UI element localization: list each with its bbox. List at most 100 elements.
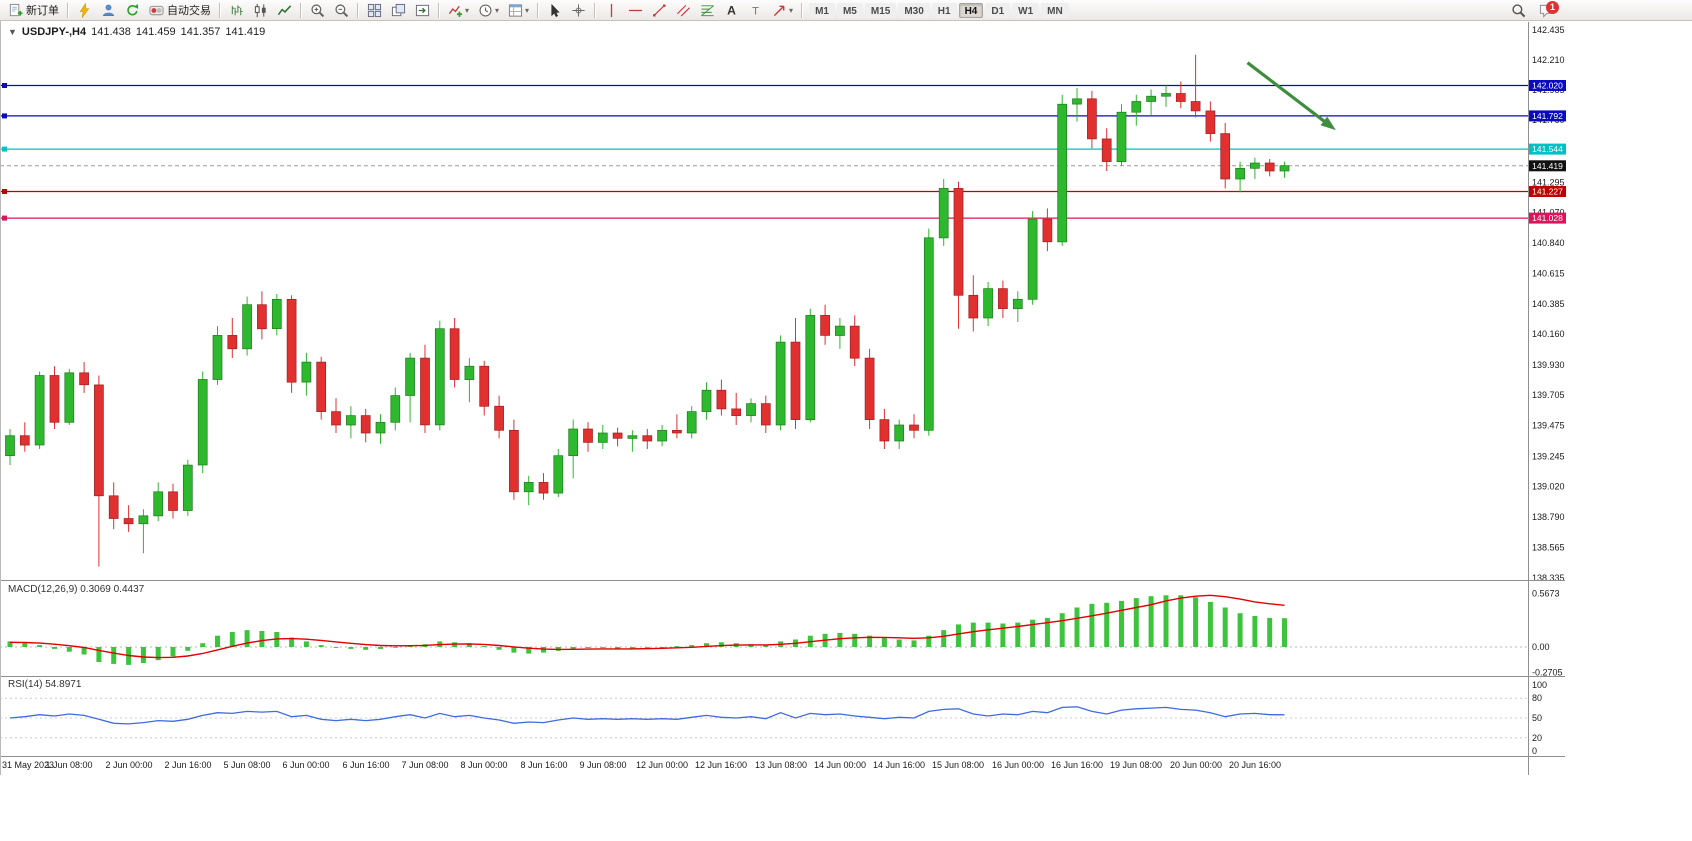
macd-panel-canvas[interactable]: 0.5673 0.00 -0.2705 [0,581,1565,677]
autotrade-icon [148,2,164,18]
line-anchor[interactable] [2,113,7,119]
time-axis-label: 6 Jun 16:00 [342,760,390,770]
macd-axis-tick: 0.5673 [1532,589,1560,599]
tile-windows-button[interactable] [362,1,386,20]
line-anchor[interactable] [2,83,7,88]
chart-shift-button[interactable] [410,1,434,20]
svg-text:141.792: 141.792 [1532,111,1563,121]
zoom-in-button[interactable] [305,1,329,20]
fibonacci-button[interactable] [695,1,719,20]
vline-icon [603,2,619,18]
templates-button[interactable]: ▾ [503,1,533,20]
price-badge-141.792[interactable]: 141.792 [1529,110,1566,122]
time-axis-label: 19 Jun 08:00 [1109,760,1163,770]
autotrading-label: 自动交易 [167,5,211,17]
line-anchor[interactable] [2,189,7,194]
svg-text:A: A [727,3,736,17]
current-price-badge[interactable]: 141.419 [1529,160,1566,172]
periods-button[interactable]: ▾ [473,1,503,20]
price-axis-tick: 142.210 [1532,55,1565,65]
main-toolbar: 新订单 自动交易 ▾ ▾ ▾ A T ▾ M1 M5 M15 M30 H1 H4 D1 W1 MN 1 [0,0,1692,21]
time-axis-label: 31 May 2023 [2,760,55,770]
refresh-icon [124,2,140,18]
vertical-line-button[interactable] [599,1,623,20]
timeframe-H1-button[interactable]: H1 [931,2,957,18]
price-badge-141.028[interactable]: 141.028 [1529,212,1566,224]
window-left-border [0,21,1,775]
chart-candles-button[interactable] [248,1,272,20]
time-axis-label: 6 Jun 00:00 [282,760,330,770]
time-axis-label: 20 Jun 00:00 [1169,760,1223,770]
toolbar-separator [801,2,803,18]
panel-separator[interactable] [0,580,1565,581]
svg-text:141.419: 141.419 [1532,161,1563,171]
timeframe-M15-button[interactable]: M15 [864,2,897,18]
crosshair-button[interactable] [566,1,590,20]
autotrading-button[interactable]: 自动交易 [144,1,215,20]
chart-symbol-period: USDJPY-,H4 [21,26,87,38]
equidistant-channel-button[interactable] [671,1,695,20]
timeframe-MN-button[interactable]: MN [1041,2,1069,18]
timeframe-M1-button[interactable]: M1 [809,2,835,18]
time-axis-label: 13 Jun 08:00 [754,760,808,770]
toolbar-separator [219,2,220,18]
price-badge-141.227[interactable]: 141.227 [1529,186,1566,197]
price-axis-tick: 140.615 [1532,268,1565,278]
indicators-button[interactable]: ▾ [443,1,473,20]
time-axis-label: 8 Jun 16:00 [520,760,568,770]
chart-bars-icon [228,2,244,18]
zoom-out-button[interactable] [329,1,353,20]
price-axis-tick: 141.295 [1532,177,1565,187]
arrows-button[interactable]: ▾ [767,1,797,20]
price-badge-141.544[interactable]: 141.544 [1529,143,1566,155]
timeframe-H4-button[interactable]: H4 [958,2,984,18]
rsi-axis-tick: 80 [1532,693,1542,703]
profile-button[interactable] [96,1,120,20]
chart-bars-button[interactable] [224,1,248,20]
time-axis-label: 5 Jun 08:00 [223,760,271,770]
cursor-button[interactable] [542,1,566,20]
doc-plus-icon [7,2,23,18]
time-axis-label: 16 Jun 00:00 [991,760,1045,770]
dropdown-caret-icon: ▾ [525,5,530,15]
hline-icon [627,2,643,18]
new-order-button[interactable]: 新订单 [3,1,63,20]
trend-arrow-annotation[interactable] [1246,61,1336,131]
ohlc-toggle-icon[interactable]: ▼ [8,27,17,37]
dropdown-caret-icon: ▾ [465,5,470,15]
price-axis-tick: 139.930 [1532,360,1565,370]
price-badge-142.020[interactable]: 142.020 [1529,80,1566,91]
chart-line-button[interactable] [272,1,296,20]
price-axis-tick: 140.840 [1532,238,1565,248]
cascade-windows-button[interactable] [386,1,410,20]
trendline-button[interactable] [647,1,671,20]
text-label-button[interactable]: T [743,1,767,20]
time-axis-label: 12 Jun 00:00 [635,760,689,770]
win-shift-icon [414,2,430,18]
timeframe-D1-button[interactable]: D1 [985,2,1011,18]
timeframe-M5-button[interactable]: M5 [836,2,863,18]
time-axis[interactable]: 31 May 2023 1 Jun 08:00 2 Jun 00:00 2 Jun 1… [0,757,1565,774]
price-axis-tick: 139.020 [1532,481,1565,491]
metaeditor-button[interactable] [72,1,96,20]
text-A-icon: A [723,2,739,18]
line-anchor[interactable] [2,146,7,152]
timeframe-M30-button[interactable]: M30 [898,2,930,18]
line-anchor[interactable] [2,215,7,221]
tile-icon [366,2,382,18]
template-icon [507,2,523,18]
notifications-button[interactable]: 1 [1537,0,1559,20]
panel-separator[interactable] [0,676,1565,677]
rsi-label: RSI(14) 54.8971 [8,679,82,690]
timeframe-W1-button[interactable]: W1 [1012,2,1040,18]
chart-high-value: 141.459 [135,26,176,38]
horizontal-line-button[interactable] [623,1,647,20]
rsi-panel-canvas[interactable]: 100 80 50 20 0 [0,677,1565,756]
price-chart-canvas[interactable]: 142.435142.210141.985141.760141.535141.2… [0,22,1566,583]
arrows-icon [771,2,787,18]
win-cascade-icon [390,2,406,18]
refresh-button[interactable] [120,1,144,20]
search-button[interactable] [1506,1,1530,20]
text-button[interactable]: A [719,1,743,20]
